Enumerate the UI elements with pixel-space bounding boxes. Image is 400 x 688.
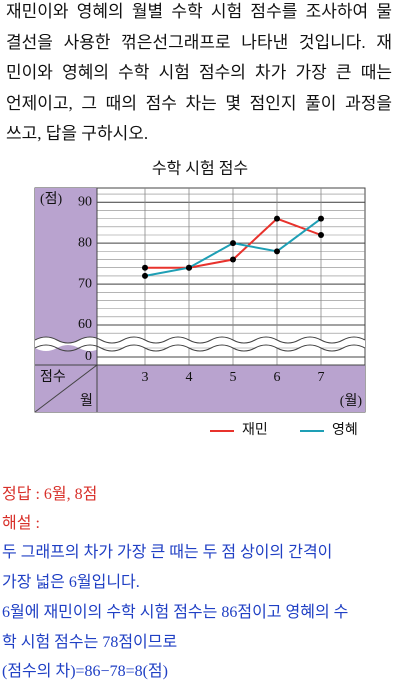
- data-point: [274, 215, 280, 222]
- x-tick-label: 4: [186, 370, 193, 385]
- explanation-line: (점수의 차)=86−78=8(점): [2, 663, 168, 680]
- y-tick-label: 70: [78, 276, 92, 291]
- axis-break-line: [34, 336, 366, 352]
- data-point: [186, 264, 192, 271]
- explanation-line: 두 그래프의 차가 가장 큰 때는 두 점 상이의 간격이: [2, 544, 333, 561]
- corner-label: 점수: [40, 369, 66, 385]
- x-axis-unit: (월): [340, 393, 363, 409]
- data-point: [230, 240, 236, 247]
- data-point: [318, 232, 324, 238]
- question-line: 쓰고, 답을 구하시오.: [6, 124, 149, 143]
- data-point: [318, 215, 324, 222]
- explanation-line: 학 시험 점수는 78점이므로: [2, 634, 178, 651]
- grid: [97, 188, 365, 365]
- x-tick-label: 5: [230, 370, 237, 385]
- legend-label: 재민: [242, 422, 268, 438]
- x-tick-label: 3: [142, 370, 149, 385]
- x-tick-label: 7: [318, 370, 325, 385]
- answer: 정답 : 6월, 8점: [2, 486, 98, 503]
- question-line: 재민이와 영혜의 월별 수학 시험 점수를 조사하여 물: [6, 2, 392, 21]
- data-point: [230, 256, 236, 263]
- y-axis-unit: (점): [40, 191, 63, 207]
- axis-break: [35, 337, 365, 351]
- y-tick-label: 0: [85, 349, 92, 364]
- question-line: 민이와 영혜의 수학 시험 점수의 차가 가장 큰 때는: [6, 63, 392, 82]
- data-point: [142, 272, 148, 279]
- data-point: [142, 264, 148, 271]
- data-point: [274, 248, 280, 255]
- explanation-line: 가장 넓은 6월입니다.: [2, 574, 140, 591]
- question-line: 언제이고, 그 때의 점수 차는 몇 점인지 풀이 과정을: [6, 94, 392, 113]
- x-axis-band: [35, 365, 365, 412]
- explanation-line: 6월에 재민이의 수학 시험 점수는 86점이고 영혜의 수: [2, 604, 349, 621]
- corner-label: 월: [80, 393, 93, 409]
- corner-diagonal: [34, 364, 98, 413]
- y-tick-label: 60: [78, 317, 92, 332]
- y-tick-label: 90: [78, 194, 92, 209]
- x-tick-label: 6: [274, 370, 281, 385]
- legend-label: 영혜: [332, 422, 358, 438]
- question-line: 결선을 사용한 꺾은선그래프로 나타낸 것입니다. 재: [6, 33, 392, 52]
- y-tick-label: 80: [78, 235, 92, 250]
- chart: 수학 시험 점수 점수 월 (점) (월) 0 60 70 80 90 3 4 5 6 7 재민 영혜: [34, 160, 366, 438]
- explanation-label: 해설 :: [2, 515, 40, 532]
- chart-title: 수학 시험 점수: [152, 160, 248, 178]
